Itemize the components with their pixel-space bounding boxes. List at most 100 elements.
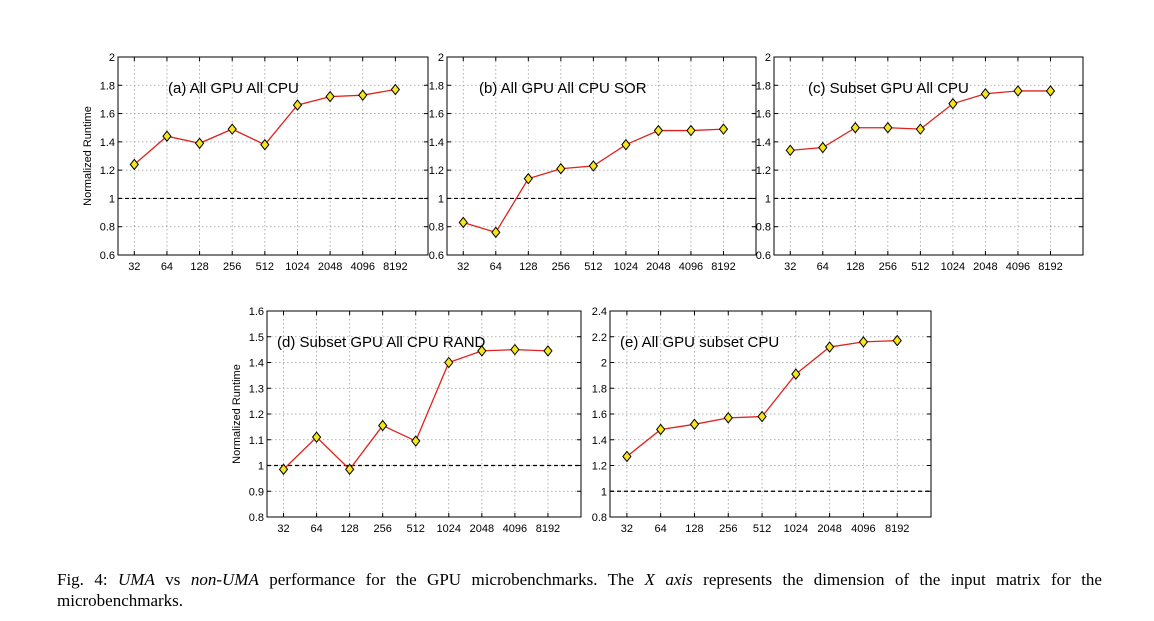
x-tick-label: 64 [490,261,502,273]
data-point [622,450,632,463]
data-point [458,216,468,229]
plot-frame [773,56,1084,256]
x-tick-label: 4096 [1006,261,1030,273]
data-point [325,90,335,103]
data-point [850,121,860,134]
y-tick-label: 1 [601,486,607,498]
y-tick-label: 1.2 [100,165,115,177]
x-tick-label: 32 [277,523,289,535]
x-tick-label: 1024 [285,261,309,273]
series-line [463,128,724,234]
y-tick-label: 1.4 [592,435,607,447]
data-point [292,99,303,111]
y-tick-label: 0.8 [100,222,115,234]
data-point [260,138,270,151]
y-tick-label: 1 [438,193,444,205]
x-tick-label: 128 [846,261,864,273]
data-point [757,410,767,423]
y-tick-label: 1.2 [592,461,607,473]
figure-caption: Fig. 4: UMA vs non-UMA performance for t… [57,569,1102,611]
x-tick-label: 2048 [973,261,997,273]
caption-mid2: performance for the GPU microbenchmarks.… [258,570,645,589]
data-point [491,226,501,239]
y-tick-label: 0.8 [249,512,264,524]
data-point [378,419,388,432]
y-tick-label: 0.6 [429,250,444,262]
y-tick-label: 0.8 [756,222,771,234]
data-point [390,83,401,96]
chart-title: (c) Subset GPU All CPU [808,80,969,97]
data-point [278,463,289,476]
x-tick-label: 8192 [711,261,735,273]
x-tick-label: 32 [457,261,469,273]
y-tick-label: 2.4 [592,306,607,318]
data-point [621,138,631,151]
x-tick-label: 8192 [536,523,560,535]
y-tick-label: 1.4 [756,137,771,149]
y-tick-label: 2.2 [592,332,607,344]
x-tick-label: 32 [128,261,140,273]
data-point [556,162,566,175]
data-point [523,172,533,185]
y-tick-label: 2 [109,52,115,64]
y-tick-label: 1.8 [592,383,607,395]
data-point [948,97,958,110]
y-tick-label: 1.6 [249,306,264,318]
y-tick-label: 1 [765,193,771,205]
data-point [227,123,237,135]
x-tick-label: 256 [223,261,241,273]
x-tick-label: 2048 [817,523,841,535]
chart-panel-3: 0.6 0.8 1 1.2 1.4 1.6 1.8 2 32 64 128 256 512 1024 204… [756,52,1084,273]
x-tick-label: 512 [753,523,771,535]
chart-panel-2: 0.6 0.8 1 1.2 1.4 1.6 1.8 2 32 64 128 256 512 1024 204… [429,52,757,273]
x-tick-label: 8192 [1038,261,1062,273]
x-tick-label: 256 [719,523,737,535]
x-tick-label: 256 [879,261,897,273]
data-point [653,124,664,137]
y-tick-label: 0.8 [429,222,444,234]
x-tick-label: 8192 [383,261,407,273]
y-tick-label: 0.6 [100,250,115,262]
y-tick-label: 1.1 [249,435,264,447]
x-tick-label: 2048 [318,261,342,273]
data-point [824,341,835,353]
y-tick-label: 2 [438,52,444,64]
x-tick-label: 512 [407,523,425,535]
y-tick-label: 1.4 [249,358,264,370]
x-tick-label: 64 [161,261,173,273]
y-axis-label: Normalized Runtime [231,364,243,464]
x-tick-label: 256 [552,261,570,273]
data-point [818,141,828,154]
data-point [723,412,733,424]
plot-frame [446,56,757,256]
data-point [411,435,421,447]
x-tick-label: 128 [340,523,358,535]
data-point [686,124,696,137]
y-tick-label: 1.2 [429,165,444,177]
x-tick-label: 64 [655,523,667,535]
data-point [718,123,729,135]
chart-panel-5: 0.8 1 1.2 1.4 1.6 1.8 2 2.2 2.4 32 64 128 256 512 1024… [592,306,932,535]
x-tick-label: 64 [310,523,322,535]
chart-title: (e) All GPU subset CPU [620,334,779,351]
data-point [194,137,205,150]
data-point [358,89,368,101]
data-point [883,121,893,134]
caption-term-uma: UMA [118,570,155,589]
y-tick-label: 1.6 [100,109,115,121]
y-tick-label: 0.8 [592,512,607,524]
caption-suffix: represents the dimension of the input ma… [57,570,1102,610]
y-tick-label: 1.5 [249,332,264,344]
caption-term-x-axis: X axis [644,570,693,589]
chart-title: (d) Subset GPU All CPU RAND [277,334,486,351]
chart-panel-4: 0.8 0.9 1 1.1 1.2 1.3 1.4 1.5 1.6 32 64 128 256 512 10… [231,306,582,535]
x-tick-label: 256 [374,523,392,535]
x-tick-label: 512 [256,261,274,273]
y-tick-label: 1.8 [100,80,115,92]
x-tick-label: 1024 [614,261,638,273]
y-tick-label: 1.3 [249,383,264,395]
data-point [791,368,801,380]
y-tick-label: 1.6 [429,109,444,121]
data-point [892,334,902,347]
y-tick-label: 1.8 [756,80,771,92]
